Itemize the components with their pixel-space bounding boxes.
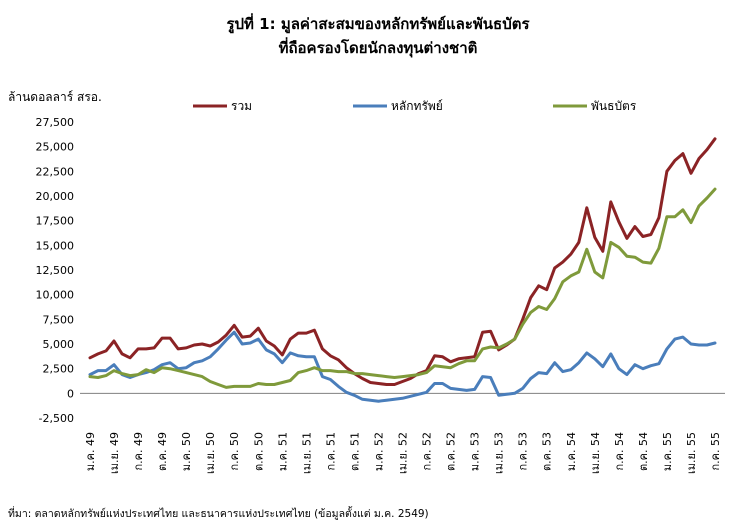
y-tick-label: 22,500	[36, 165, 75, 178]
x-tick-label: เม.ย. 53	[493, 432, 506, 474]
y-tick-label: 12,500	[36, 264, 75, 277]
x-tick-label: ม.ค. 55	[661, 432, 674, 471]
y-tick-label: 15,000	[36, 239, 75, 252]
x-tick-label: ม.ค. 53	[469, 432, 482, 471]
x-tick-label: เม.ย. 51	[300, 432, 313, 474]
y-tick-label: 0	[67, 387, 74, 400]
series-line	[88, 330, 717, 403]
legend-label: รวม	[231, 99, 252, 113]
y-tick-label: 7,500	[43, 313, 75, 326]
x-tick-label: เม.ย. 50	[204, 432, 217, 474]
x-tick-label: ต.ค. 51	[348, 432, 361, 471]
chart-title: รูปที่ 1: มูลค่าสะสมของหลักทรัพย์และพันธ…	[0, 12, 756, 60]
y-tick-label: 27,500	[36, 116, 75, 129]
chart-title-line-1: รูปที่ 1: มูลค่าสะสมของหลักทรัพย์และพันธ…	[226, 15, 530, 33]
series-layer	[88, 137, 717, 403]
x-tick-label: ต.ค. 53	[541, 432, 554, 471]
x-tick-label: ต.ค. 50	[252, 432, 265, 471]
line-chart: -2,500 0 2,500 5,000 7,500 10,000 12,500 15,000…	[36, 99, 725, 474]
x-tick-label: เม.ย. 52	[397, 432, 410, 474]
x-tick-label: เม.ย. 49	[108, 432, 121, 474]
y-tick-label: 10,000	[36, 289, 75, 302]
x-tick-label: ม.ค. 52	[372, 432, 385, 471]
y-tick-label: -2,500	[39, 412, 74, 425]
y-tick-label: 25,000	[36, 141, 75, 154]
x-tick-label: เม.ย. 54	[589, 432, 602, 474]
y-tick-label: 20,000	[36, 190, 75, 203]
x-tick-label: ม.ค. 51	[276, 432, 289, 471]
x-tick-label: ม.ค. 50	[180, 432, 193, 471]
y-tick-label: 2,500	[43, 363, 75, 376]
legend: รวม หลักทรัพย์ พันธบัตร	[193, 99, 637, 113]
x-tick-label: ม.ค. 49	[84, 432, 97, 471]
legend-label: พันธบัตร	[591, 99, 637, 113]
source-note: ที่มา: ตลาดหลักทรัพย์แห่งประเทศไทย และธน…	[8, 508, 429, 520]
x-tick-label: ก.ค. 51	[324, 432, 337, 471]
x-tick-label: ต.ค. 54	[637, 432, 650, 471]
x-tick-label: ก.ค. 52	[421, 432, 434, 471]
x-tick-label: ก.ค. 54	[613, 432, 626, 471]
chart-title-line-2: ที่ถือครองโดยนักลงทุนต่างชาติ	[278, 39, 478, 57]
legend-label: หลักทรัพย์	[391, 99, 443, 113]
y-axis-label: ล้านดอลลาร์ สรอ.	[8, 90, 102, 104]
x-tick-label: ม.ค. 54	[565, 432, 578, 471]
y-tick-label: 17,500	[36, 215, 75, 228]
x-tick-label: ก.ค. 55	[709, 432, 722, 471]
x-tick-label: เม.ย. 55	[685, 432, 698, 474]
x-tick-label: ต.ค. 52	[445, 432, 458, 471]
x-tick-label: ก.ค. 49	[132, 432, 145, 471]
x-tick-label: ก.ค. 50	[228, 432, 241, 471]
axes: -2,500 0 2,500 5,000 7,500 10,000 12,500 15,000…	[36, 116, 725, 474]
series-line	[88, 137, 717, 386]
series-line	[88, 187, 717, 389]
x-tick-label: ต.ค. 49	[156, 432, 169, 471]
y-tick-label: 5,000	[43, 338, 75, 351]
x-tick-label: ก.ค. 53	[517, 432, 530, 471]
